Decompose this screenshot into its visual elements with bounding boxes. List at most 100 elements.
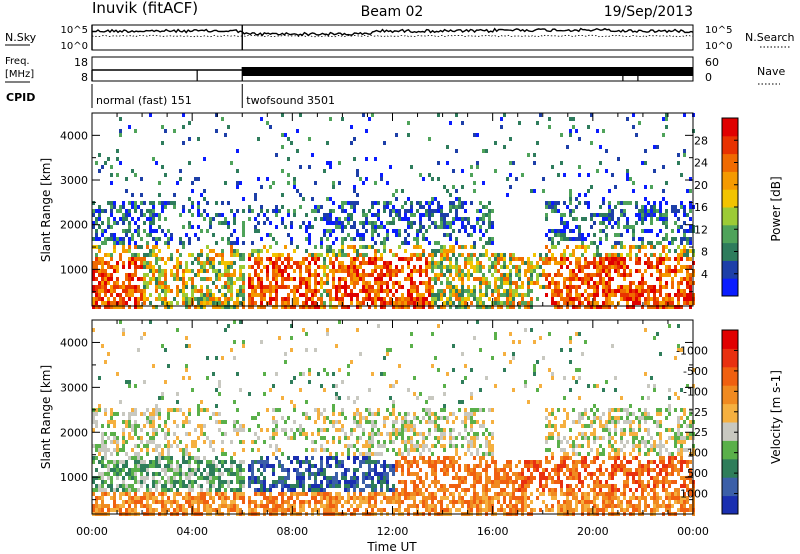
data-cell: [509, 269, 512, 273]
data-cell: [227, 225, 230, 229]
data-cell: [152, 229, 155, 233]
data-cell: [275, 209, 278, 213]
data-cell: [293, 376, 296, 380]
data-cell: [341, 209, 344, 213]
data-cell: [287, 213, 290, 217]
data-cell: [383, 424, 386, 428]
data-cell: [527, 289, 530, 293]
data-cell: [233, 356, 236, 360]
data-cell: [176, 181, 179, 185]
data-cell: [380, 173, 383, 177]
data-cell: [257, 460, 260, 464]
data-cell: [137, 436, 140, 440]
data-cell: [110, 293, 113, 297]
data-cell: [116, 293, 119, 297]
data-cell: [164, 285, 167, 289]
data-cell: [173, 440, 176, 444]
data-cell: [212, 412, 215, 416]
data-cell: [476, 221, 479, 225]
data-cell: [140, 261, 143, 265]
data-cell: [290, 496, 293, 500]
data-cell: [608, 261, 611, 265]
data-cell: [500, 293, 503, 297]
data-cell: [101, 233, 104, 237]
data-cell: [224, 221, 227, 225]
data-cell: [362, 261, 365, 265]
data-cell: [464, 265, 467, 269]
data-cell: [545, 245, 548, 249]
data-cell: [110, 201, 113, 205]
data-cell: [269, 464, 272, 468]
data-cell: [320, 384, 323, 388]
data-cell: [158, 273, 161, 277]
data-cell: [290, 225, 293, 229]
data-cell: [323, 448, 326, 452]
colorbar-swatch: [722, 224, 738, 244]
data-cell: [152, 364, 155, 368]
data-cell: [230, 456, 233, 460]
data-cell: [323, 428, 326, 432]
data-cell: [116, 412, 119, 416]
data-cell: [263, 480, 266, 484]
data-cell: [428, 289, 431, 293]
data-cell: [515, 265, 518, 269]
data-cell: [419, 245, 422, 249]
colorbar-tick-label: 12: [694, 223, 708, 236]
data-cell: [362, 181, 365, 185]
data-cell: [119, 448, 122, 452]
data-cell: [371, 492, 374, 496]
data-cell: [443, 448, 446, 452]
data-cell: [440, 460, 443, 464]
data-cell: [278, 492, 281, 496]
data-cell: [641, 209, 644, 213]
data-cell: [365, 261, 368, 265]
data-cell: [137, 257, 140, 261]
data-cell: [431, 261, 434, 265]
data-cell: [317, 408, 320, 412]
data-cell: [479, 209, 482, 213]
data-cell: [662, 285, 665, 289]
data-cell: [377, 257, 380, 261]
data-cell: [323, 368, 326, 372]
data-cell: [182, 289, 185, 293]
data-cell: [446, 285, 449, 289]
data-cell: [149, 320, 152, 324]
data-cell: [494, 257, 497, 261]
data-cell: [482, 281, 485, 285]
data-cell: [152, 269, 155, 273]
data-cell: [110, 301, 113, 305]
data-cell: [176, 504, 179, 508]
data-cell: [116, 436, 119, 440]
data-cell: [113, 201, 116, 205]
data-cell: [599, 241, 602, 245]
data-cell: [623, 289, 626, 293]
data-cell: [206, 476, 209, 480]
data-cell: [254, 500, 257, 504]
data-cell: [413, 448, 416, 452]
data-cell: [458, 253, 461, 257]
data-cell: [329, 209, 332, 213]
data-cell: [317, 289, 320, 293]
data-cell: [140, 193, 143, 197]
data-cell: [422, 432, 425, 436]
data-cell: [239, 181, 242, 185]
data-cell: [650, 289, 653, 293]
data-cell: [314, 472, 317, 476]
data-cell: [428, 205, 431, 209]
data-cell: [113, 436, 116, 440]
data-cell: [320, 245, 323, 249]
data-cell: [251, 293, 254, 297]
data-cell: [197, 456, 200, 460]
data-cell: [131, 293, 134, 297]
data-cell: [608, 221, 611, 225]
data-cell: [386, 432, 389, 436]
data-cell: [362, 273, 365, 277]
data-cell: [488, 305, 491, 309]
data-cell: [239, 277, 242, 281]
data-cell: [188, 301, 191, 305]
data-cell: [575, 129, 578, 133]
data-cell: [122, 301, 125, 305]
data-cell: [482, 233, 485, 237]
data-cell: [548, 281, 551, 285]
data-cell: [467, 261, 470, 265]
